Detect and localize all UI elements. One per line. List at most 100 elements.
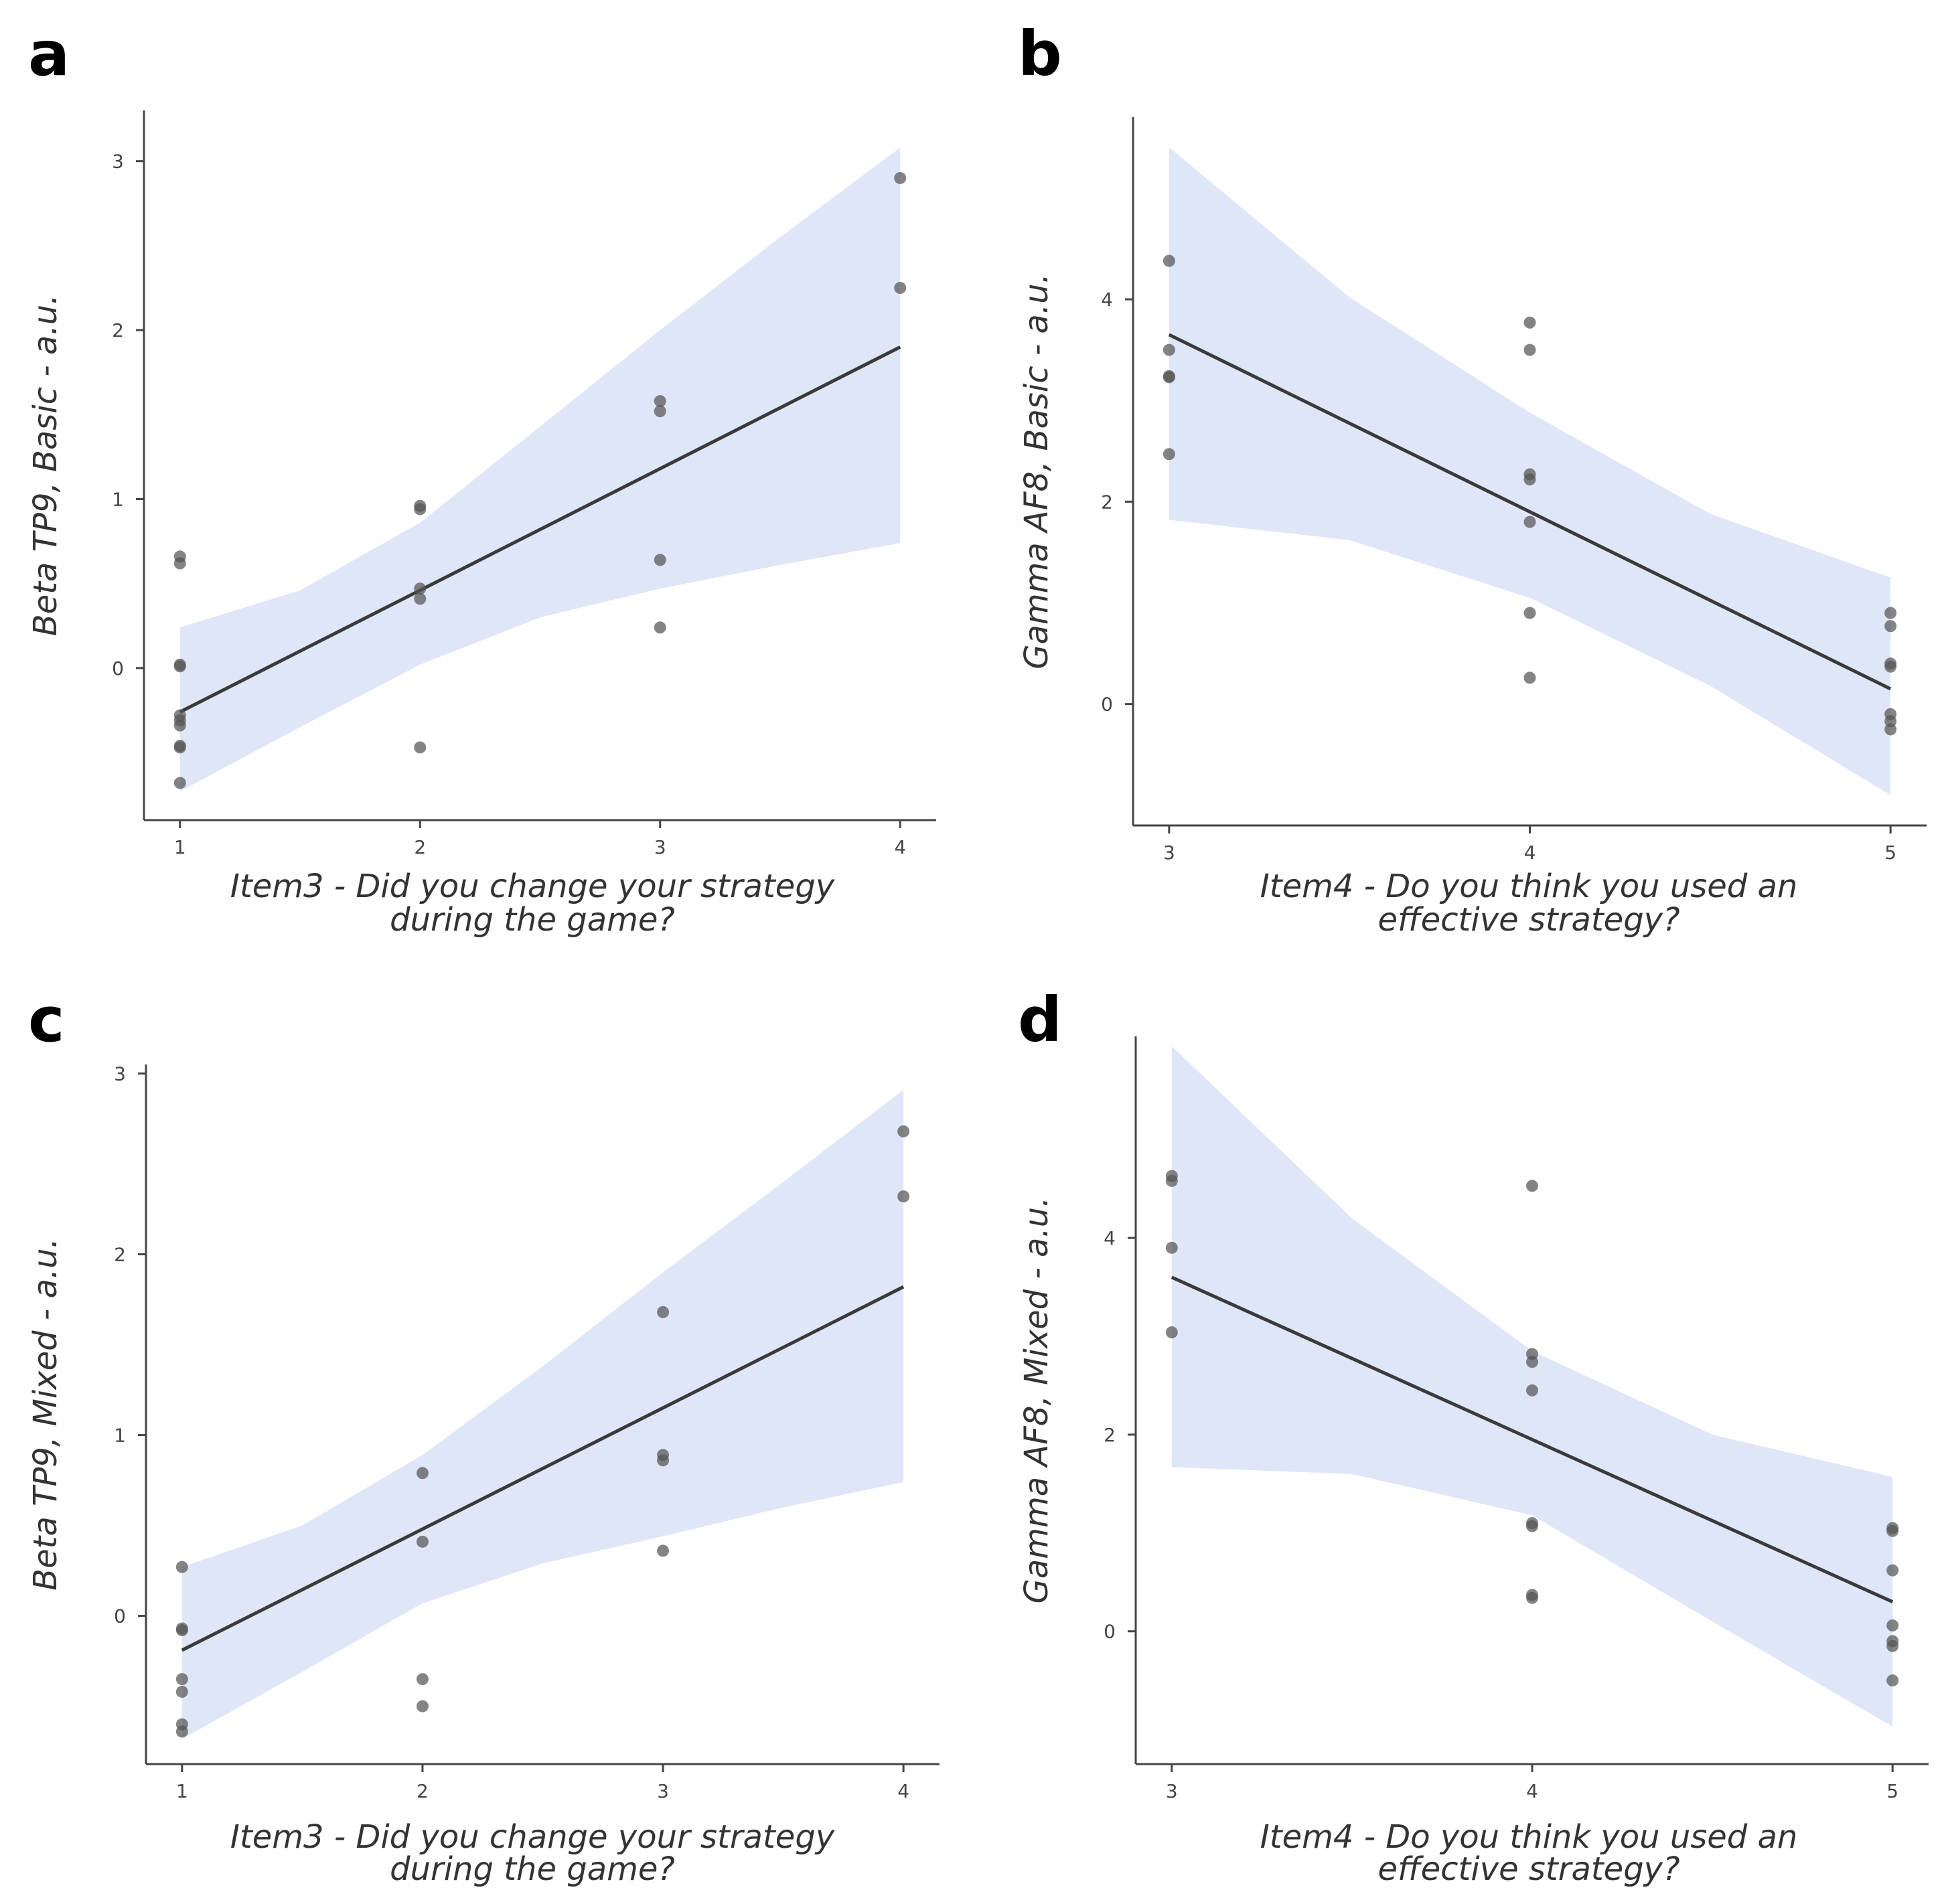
- x-axis-title-line: Item3 - Did you change your strategy: [230, 1818, 835, 1856]
- y-tick-label: 4: [1104, 1227, 1116, 1249]
- x-tick-label: 5: [1886, 1780, 1898, 1802]
- y-tick-label: 3: [112, 151, 124, 173]
- x-axis-title-line: Item3 - Did you change your strategy: [230, 868, 835, 905]
- data-point: [1523, 343, 1536, 356]
- data-point: [1526, 1384, 1538, 1397]
- y-tick-label: 2: [112, 319, 124, 341]
- data-point: [1886, 1564, 1899, 1577]
- data-point: [173, 557, 186, 570]
- panel-b: 3 4 5 0 2 4 b Gamma AF8, Basic - a.u. Item4 - Do…: [1018, 18, 1927, 939]
- data-point: [654, 621, 666, 634]
- panel-label: c: [28, 984, 65, 1056]
- x-tick-label: 3: [1166, 1780, 1178, 1802]
- y-tick-label: 3: [114, 1063, 126, 1085]
- data-point: [1886, 1619, 1899, 1632]
- data-point: [1526, 1520, 1538, 1532]
- panel-d: 3 4 5 0 2 4 d Gamma AF8, Mixed - a.u. Item4 - Do…: [1018, 984, 1929, 1888]
- data-point: [894, 171, 907, 184]
- x-tick-label: 1: [176, 1780, 188, 1802]
- x-axis-title-line: effective strategy?: [1377, 1850, 1679, 1888]
- data-point: [1526, 1180, 1538, 1192]
- x-tick-label: 2: [414, 836, 426, 858]
- data-point: [416, 1673, 429, 1686]
- data-point: [1884, 660, 1897, 673]
- x-tick-label: 1: [174, 836, 186, 858]
- x-tick-label: 4: [1524, 842, 1536, 864]
- data-point: [1523, 515, 1536, 528]
- y-tick-label: 2: [1104, 1424, 1116, 1446]
- x-axis-title-line: Item4 - Do you think you used an: [1260, 868, 1798, 905]
- data-point: [654, 554, 666, 566]
- data-point: [1886, 1524, 1899, 1537]
- data-point: [173, 741, 186, 754]
- data-point: [175, 1561, 188, 1573]
- data-point: [1884, 723, 1897, 736]
- data-point: [1526, 1356, 1538, 1368]
- panel-label: d: [1018, 984, 1062, 1056]
- x-tick-label: 2: [417, 1780, 429, 1802]
- y-tick-label: 2: [1101, 491, 1113, 513]
- data-point: [657, 1454, 670, 1467]
- x-axis-title-line: Item4 - Do you think you used an: [1260, 1818, 1798, 1856]
- data-point: [173, 777, 186, 789]
- confidence-band: [181, 1089, 904, 1739]
- data-point: [1165, 1326, 1178, 1339]
- y-tick-label: 1: [114, 1425, 126, 1447]
- data-point: [654, 405, 666, 418]
- x-axis-title-line: effective strategy?: [1377, 901, 1679, 939]
- data-point: [175, 1685, 188, 1698]
- y-tick-label: 0: [1104, 1621, 1116, 1643]
- data-point: [1165, 1241, 1178, 1254]
- y-axis-title: Beta TP9, Basic - a.u.: [27, 295, 64, 637]
- data-point: [657, 1544, 670, 1557]
- x-tick-label: 4: [894, 836, 906, 858]
- panel-label: b: [1018, 18, 1062, 90]
- y-axis-title: Beta TP9, Mixed - a.u.: [27, 1238, 64, 1591]
- regression-line: [1171, 1275, 1894, 1603]
- y-tick-label: 1: [112, 488, 124, 510]
- data-point: [1163, 448, 1175, 461]
- data-point: [414, 503, 427, 515]
- x-axis-title-line: during the game?: [390, 1850, 675, 1888]
- y-tick-label: 0: [1101, 694, 1113, 716]
- y-tick-label: 0: [114, 1605, 126, 1628]
- confidence-band: [179, 147, 901, 792]
- x-tick-label: 3: [1163, 842, 1175, 864]
- data-point: [175, 1725, 188, 1738]
- data-point: [175, 1624, 188, 1637]
- y-tick-label: 0: [112, 657, 124, 680]
- data-point: [175, 1673, 188, 1686]
- x-tick-label: 4: [897, 1780, 909, 1802]
- data-point: [416, 1700, 429, 1713]
- regression-line: [1168, 333, 1892, 691]
- data-point: [1884, 620, 1897, 633]
- x-axis-title-line: during the game?: [390, 901, 675, 939]
- data-point: [654, 395, 666, 408]
- data-point: [1163, 371, 1175, 384]
- data-point: [416, 1535, 429, 1548]
- x-tick-label: 3: [654, 836, 666, 858]
- data-point: [894, 282, 907, 294]
- data-point: [1523, 671, 1536, 684]
- panel-c: 1 2 3 4 0 1 2 3 c Beta TP9, Mixed - a.u. Item3 - D…: [27, 984, 940, 1888]
- data-point: [1523, 607, 1536, 619]
- x-tick-label: 5: [1884, 842, 1896, 864]
- data-point: [414, 582, 427, 595]
- data-point: [414, 741, 427, 754]
- data-point: [173, 719, 186, 732]
- y-tick-label: 2: [114, 1244, 126, 1266]
- data-point: [1886, 1640, 1899, 1652]
- data-point: [173, 660, 186, 673]
- data-point: [1884, 607, 1897, 619]
- y-axis-title: Gamma AF8, Mixed - a.u.: [1018, 1197, 1055, 1604]
- regression-line: [179, 345, 901, 714]
- data-point: [1165, 1174, 1178, 1187]
- data-point: [1163, 343, 1175, 356]
- data-point: [897, 1125, 910, 1137]
- data-point: [1523, 473, 1536, 486]
- y-axis-title: Gamma AF8, Basic - a.u.: [1018, 273, 1055, 669]
- data-point: [1526, 1591, 1538, 1604]
- panel-label: a: [28, 18, 70, 90]
- data-point: [657, 1305, 670, 1318]
- data-point: [897, 1190, 910, 1203]
